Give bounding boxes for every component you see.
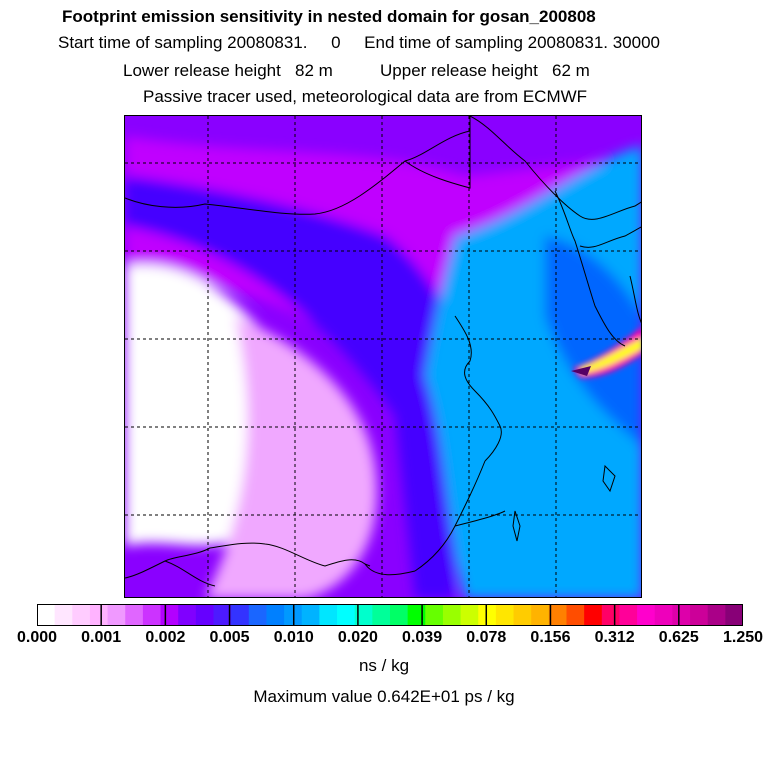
maximum-value: Maximum value 0.642E+01 ps / kg: [253, 687, 515, 706]
colorbar-tick-label: 0.000: [16, 629, 58, 646]
colorbar-swatch: [619, 604, 638, 626]
colorbar-swatch: [478, 604, 497, 626]
colorbar-units: ns / kg: [358, 656, 410, 675]
colorbar-swatch: [248, 604, 267, 626]
colorbar-swatch: [125, 604, 144, 626]
colorbar-swatch: [407, 604, 426, 626]
colorbar-swatch: [442, 604, 462, 626]
colorbar-tick-label: 0.010: [273, 629, 314, 646]
colorbar-frame: [37, 604, 743, 626]
colorbar-swatch: [160, 604, 179, 626]
colorbar-swatch: [319, 604, 338, 626]
sampling-time-line: Start time of sampling 20080831. 0 End t…: [58, 33, 660, 52]
colorbar-swatch: [178, 604, 197, 626]
colorbar-tick-label: 1.250: [722, 629, 764, 646]
footprint-field: [125, 116, 641, 597]
colorbar-swatch: [372, 604, 391, 626]
colorbar-swatch: [107, 604, 126, 626]
colorbar-tick-label: 0.039: [402, 629, 443, 646]
colorbar-swatch: [548, 604, 567, 626]
colorbar-swatch: [72, 604, 91, 626]
colorbar-swatch: [672, 604, 691, 626]
colorbar-swatch: [637, 604, 656, 626]
colorbar-tick-label: 0.078: [466, 629, 507, 646]
colorbar-swatch: [460, 604, 479, 626]
colorbar-swatch: [654, 604, 673, 626]
colorbar-swatch: [531, 604, 550, 626]
colorbar-swatch: [142, 604, 162, 626]
release-height-line: Lower release height 82 m Upper release …: [123, 61, 590, 80]
coastlines: [125, 116, 641, 587]
colorbar-swatch: [601, 604, 620, 626]
colorbar-swatch: [213, 604, 232, 626]
colorbar-swatch: [425, 604, 444, 626]
field-blue-zone: [125, 176, 465, 597]
colorbar-swatch: [89, 604, 109, 626]
colorbar-swatches: [37, 604, 743, 626]
colorbar-swatch: [231, 604, 250, 626]
colorbar-swatch: [584, 604, 603, 626]
colorbar-tick-label: 0.156: [530, 629, 571, 646]
colorbar-swatch: [690, 604, 709, 626]
colorbar-swatch: [266, 604, 285, 626]
field-blue2-zone: [545, 236, 641, 445]
colorbar-swatch: [566, 604, 585, 626]
colorbar-swatch: [707, 604, 726, 626]
colorbar-swatch: [301, 604, 320, 626]
plume-yellow: [580, 338, 641, 373]
tracer-line: Passive tracer used, meteorological data…: [143, 87, 588, 106]
colorbar-tick-label: 0.005: [209, 629, 250, 646]
colorbar-swatch: [37, 604, 56, 626]
colorbar-tick-label: 0.002: [145, 629, 186, 646]
colorbar-swatch: [195, 604, 214, 626]
colorbar-tick-label: 0.625: [658, 629, 699, 646]
field-light-zone: [205, 316, 377, 597]
colorbar-tick-label: 0.001: [81, 629, 122, 646]
colorbar-swatch: [513, 604, 532, 626]
colorbar-swatch: [337, 604, 356, 626]
colorbar-swatch: [725, 604, 743, 626]
chart-title: Footprint emission sensitivity in nested…: [62, 7, 596, 26]
colorbar-swatch: [390, 604, 409, 626]
colorbar-tick-label: 0.312: [594, 629, 635, 646]
colorbar-tick-label: 0.020: [337, 629, 378, 646]
colorbar-swatch: [354, 604, 373, 626]
footprint-map: [124, 115, 642, 598]
colorbar-swatch: [54, 604, 73, 626]
receptor-marker: [571, 366, 591, 376]
colorbar: [37, 604, 743, 626]
colorbar-swatch: [495, 604, 515, 626]
